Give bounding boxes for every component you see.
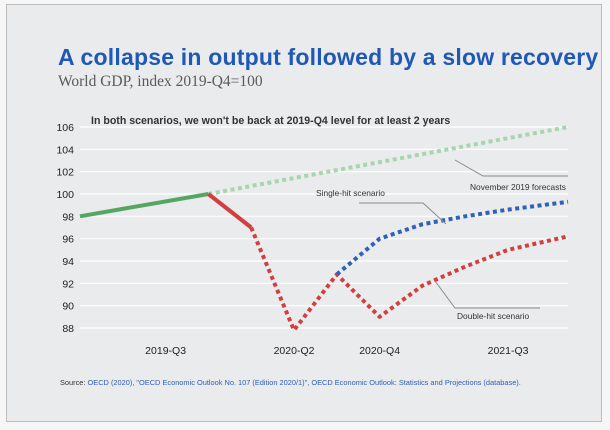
x-tick-label: 2020-Q2 [274,345,315,357]
series-line-1 [208,125,569,196]
callouts: November 2019 forecasts Single-hit scenar… [316,159,568,321]
source-link[interactable]: OECD (2020), "OECD Economic Outlook No. … [87,378,521,387]
y-tick-label: 92 [62,278,74,290]
chart-title: A collapse in output followed by a slow … [58,44,599,70]
y-tick-label: 102 [56,167,74,179]
y-tick-label: 106 [56,122,74,134]
chart-subtitle: World GDP, index 2019-Q4=100 [58,73,263,90]
x-tick-label: 2021-Q3 [488,345,529,357]
gridlines [80,126,568,329]
y-tick-label: 104 [56,144,74,156]
callout-double-hit-leader [434,280,540,309]
axis-labels: 88 90 92 94 96 98 100 102 104 106 2019-Q3 2020-Q2 20… [56,122,528,357]
series-lines [79,125,569,333]
chart-annotation: In both scenarios, we won't be back at 2… [91,115,450,127]
y-tick-label: 98 [62,211,74,223]
y-tick-label: 96 [62,234,74,246]
y-tick-label: 94 [62,256,74,268]
y-tick-label: 100 [56,189,74,201]
callout-forecasts-label: November 2019 forecasts [470,182,566,192]
series-line-2 [207,192,253,230]
y-tick-label: 90 [62,301,74,313]
series-line-3 [249,226,569,333]
callout-single-hit-leader [359,202,447,225]
x-tick-label: 2020-Q4 [359,345,400,357]
x-tick-label: 2019-Q3 [145,345,186,357]
y-tick-label: 88 [62,323,74,335]
series-line-4 [335,199,569,276]
source-prefix: Source: [60,378,86,387]
callout-double-hit-label: Double-hit scenario [457,311,529,321]
callout-single-hit-label: Single-hit scenario [316,188,385,198]
source-note: Source: OECD (2020), "OECD Economic Outl… [60,378,521,387]
callout-forecasts-leader [454,159,568,177]
series-line-0 [79,192,209,219]
